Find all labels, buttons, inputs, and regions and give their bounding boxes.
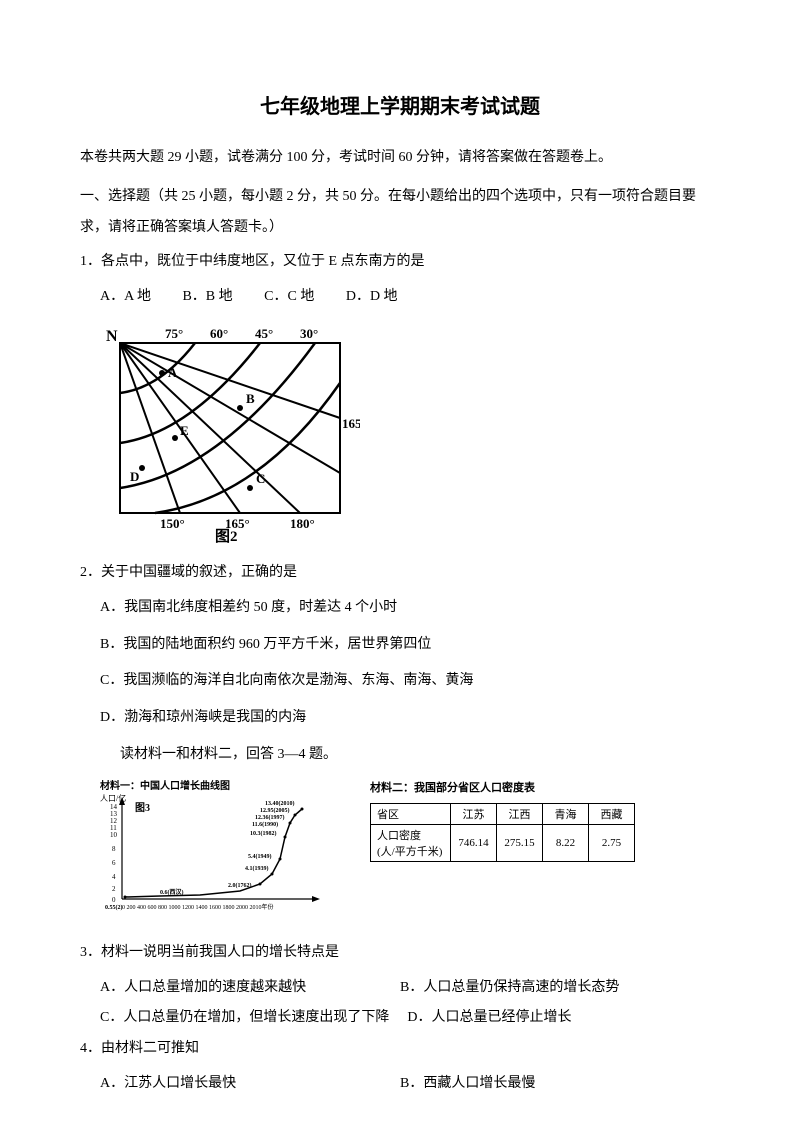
q1-opt-b: B．B 地 <box>182 289 232 304</box>
q3-opt-a: A．人口总量增加的速度越来越快 <box>100 973 400 1004</box>
svg-text:图2: 图2 <box>215 528 238 543</box>
q2-stem: 2．关于中国疆域的叙述，正确的是 <box>80 558 720 589</box>
svg-text:4: 4 <box>112 873 116 881</box>
svg-text:材料一：中国人口增长曲线图: 材料一：中国人口增长曲线图 <box>100 779 230 792</box>
svg-text:图3: 图3 <box>135 802 150 814</box>
q1-opt-d: D．D 地 <box>346 289 398 304</box>
q2-opt-c: C．我国濒临的海洋自北向南依次是渤海、东海、南海、黄海 <box>80 666 720 697</box>
q3-row1: A．人口总量增加的速度越来越快 B．人口总量仍保持高速的增长态势 <box>80 973 720 1004</box>
material-2-block: 材料二：我国部分省区人口密度表 省区 江苏 江西 青海 西藏 人口密度 (人/平… <box>370 779 635 862</box>
th-jiangxi: 江西 <box>497 803 543 824</box>
svg-text:5.4(1949): 5.4(1949) <box>248 853 272 860</box>
q3-stem: 3．材料一说明当前我国人口的增长特点是 <box>80 938 720 969</box>
q2-opt-d: D．渤海和琼州海峡是我国的内海 <box>80 703 720 734</box>
svg-text:150°: 150° <box>160 516 185 531</box>
cell-jiangxi: 275.15 <box>497 824 543 861</box>
q4-opt-a: A．江苏人口增长最快 <box>100 1069 400 1100</box>
q2-opt-b: B．我国的陆地面积约 960 万平方千米，居世界第四位 <box>80 630 720 661</box>
cell-xizang: 2.75 <box>589 824 635 861</box>
svg-text:0 200 400 600 800 1000 1200 14: 0 200 400 600 800 1000 1200 1400 1600 18… <box>122 903 274 911</box>
intro-text: 本卷共两大题 29 小题，试卷满分 100 分，考试时间 60 分钟，请将答案做… <box>80 143 720 174</box>
svg-text:4.1(1939): 4.1(1939) <box>245 865 269 872</box>
material-1-chart: 材料一：中国人口增长曲线图 人口/亿 图3 14 13 12 11 10 8 6… <box>100 779 330 924</box>
svg-text:165°: 165° <box>342 416 360 431</box>
svg-text:2.0(1762): 2.0(1762) <box>228 882 252 889</box>
q1-opt-c: C．C 地 <box>264 289 314 304</box>
density-table: 省区 江苏 江西 青海 西藏 人口密度 (人/平方千米) 746.14 275.… <box>370 803 635 862</box>
th-jiangsu: 江苏 <box>451 803 497 824</box>
q3-opt-b: B．人口总量仍保持高速的增长态势 <box>400 973 619 1004</box>
q2-opt-a: A．我国南北纬度相差约 50 度，时差达 4 个小时 <box>80 593 720 624</box>
table-row: 人口密度 (人/平方千米) 746.14 275.15 8.22 2.75 <box>371 824 635 861</box>
q1-options: A．A 地 B．B 地 C．C 地 D．D 地 <box>80 282 720 313</box>
q1-stem: 1．各点中，既位于中纬度地区，又位于 E 点东南方的是 <box>80 247 720 278</box>
row-label: 人口密度 (人/平方千米) <box>371 824 451 861</box>
svg-text:0.55(2): 0.55(2) <box>105 904 123 911</box>
svg-text:A: A <box>168 365 178 380</box>
svg-text:60°: 60° <box>210 326 228 341</box>
materials-row: 材料一：中国人口增长曲线图 人口/亿 图3 14 13 12 11 10 8 6… <box>100 779 720 924</box>
svg-text:B: B <box>246 391 255 406</box>
svg-text:10: 10 <box>110 831 118 839</box>
svg-text:6: 6 <box>112 859 116 867</box>
svg-text:11.6(1990): 11.6(1990) <box>252 821 278 828</box>
svg-text:75°: 75° <box>165 326 183 341</box>
svg-text:13.40(2010): 13.40(2010) <box>265 800 295 807</box>
q1-opt-a: A．A 地 <box>100 289 151 304</box>
svg-text:C: C <box>256 471 265 486</box>
th-xizang: 西藏 <box>589 803 635 824</box>
svg-text:0.6(西汉): 0.6(西汉) <box>160 888 184 896</box>
table-row: 省区 江苏 江西 青海 西藏 <box>371 803 635 824</box>
page-title: 七年级地理上学期期末考试试题 <box>80 90 720 119</box>
material-2-title: 材料二：我国部分省区人口密度表 <box>370 779 635 795</box>
th-qinghai: 青海 <box>543 803 589 824</box>
svg-text:30°: 30° <box>300 326 318 341</box>
q4-opt-b: B．西藏人口增长最慢 <box>400 1069 535 1100</box>
svg-text:12.36(1997): 12.36(1997) <box>255 814 285 821</box>
q3-opt-c: C．人口总量仍在增加，但增长速度出现了下降 <box>100 1003 389 1034</box>
svg-text:2: 2 <box>112 885 116 893</box>
svg-text:D: D <box>130 469 139 484</box>
q3-opt-d: D．人口总量已经停止增长 <box>407 1003 571 1034</box>
cell-jiangsu: 746.14 <box>451 824 497 861</box>
svg-text:45°: 45° <box>255 326 273 341</box>
section-1-header: 一、选择题（共 25 小题，每小题 2 分，共 50 分。在每小题给出的四个选项… <box>80 182 720 244</box>
figure-2: N 75° 60° 45° 30° 165° 150° 165° 180° A … <box>100 323 360 548</box>
q2-lead: 读材料一和材料二，回答 3—4 题。 <box>80 740 720 771</box>
q4-row1: A．江苏人口增长最快 B．西藏人口增长最慢 <box>80 1069 720 1100</box>
q3-row2: C．人口总量仍在增加，但增长速度出现了下降 D．人口总量已经停止增长 <box>80 1003 720 1034</box>
cell-qinghai: 8.22 <box>543 824 589 861</box>
svg-text:10.3(1982): 10.3(1982) <box>250 830 277 837</box>
q4-stem: 4．由材料二可推知 <box>80 1034 720 1065</box>
svg-text:180°: 180° <box>290 516 315 531</box>
svg-text:0: 0 <box>112 896 116 904</box>
th-province: 省区 <box>371 803 451 824</box>
fig2-N: N <box>106 328 118 345</box>
svg-text:8: 8 <box>112 845 116 853</box>
svg-text:E: E <box>180 423 189 438</box>
svg-text:12.95(2005): 12.95(2005) <box>260 807 290 814</box>
